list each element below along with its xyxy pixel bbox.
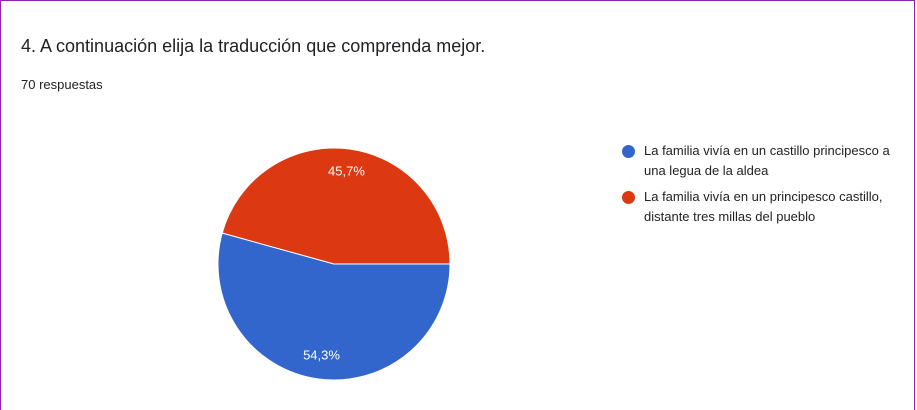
pie-slice (217, 232, 451, 381)
legend-label: La familia vivía en un castillo principe… (644, 143, 890, 178)
slice-label: 54,3% (303, 347, 340, 362)
legend-swatch (622, 145, 635, 158)
response-count: 70 respuestas (21, 77, 103, 92)
chart: 54,3% 45,7% (217, 147, 451, 381)
question-title: 4. A continuación elija la traducción qu… (21, 36, 486, 56)
slice-label: 45,7% (328, 163, 365, 178)
legend-label: La familia vivía en un principesco casti… (644, 189, 883, 224)
legend-swatch (622, 191, 635, 204)
pie-slice (221, 147, 451, 265)
